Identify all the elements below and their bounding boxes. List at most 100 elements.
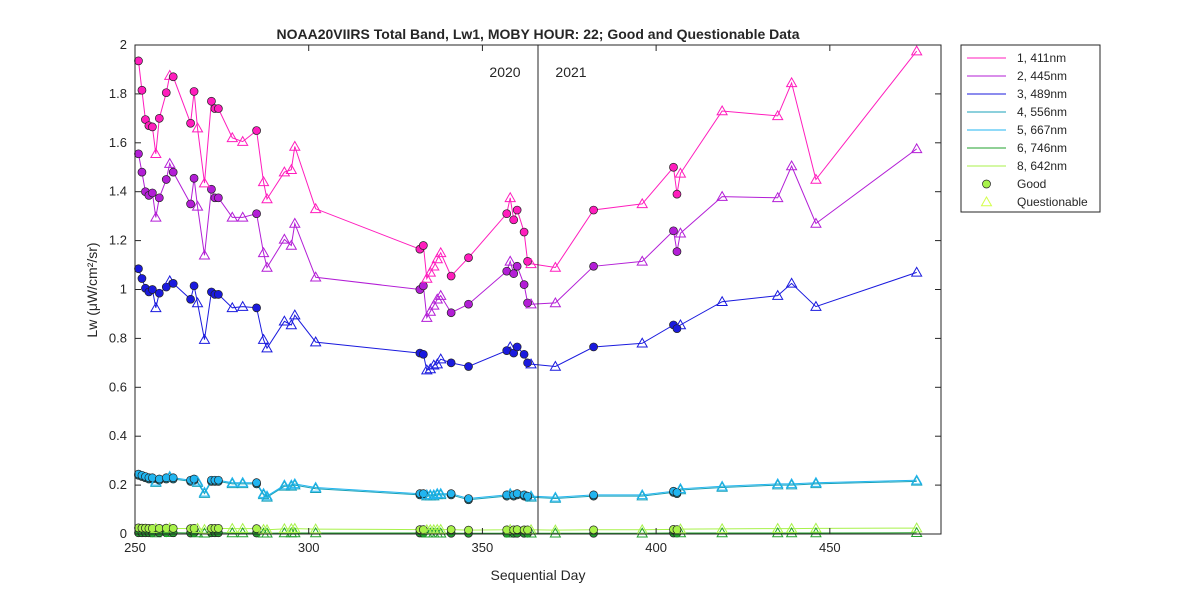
data-point-questionable	[226, 477, 239, 489]
data-point-questionable	[261, 491, 273, 502]
data-point-questionable	[226, 476, 239, 487]
data-point-questionable	[525, 490, 537, 501]
data-point-questionable	[191, 475, 204, 486]
data-point-questionable	[226, 211, 239, 222]
data-point-good	[134, 264, 143, 274]
data-point-good	[464, 494, 473, 503]
data-point-questionable	[236, 477, 249, 489]
data-point-questionable	[420, 364, 433, 375]
data-point-questionable	[198, 487, 211, 498]
data-point-good	[189, 281, 199, 291]
data-point-questionable	[771, 191, 784, 203]
data-point-questionable	[716, 105, 728, 116]
data-point-questionable	[288, 309, 301, 320]
data-point-questionable	[309, 481, 322, 492]
y-tick-label: 1.6	[109, 135, 127, 150]
data-point-good	[672, 247, 682, 256]
legend-label: Good	[1017, 177, 1046, 191]
legend-marker-good	[982, 179, 991, 189]
y-tick-label: 1.8	[109, 86, 127, 101]
data-point-good	[168, 72, 178, 82]
legend-label: 6, 746nm	[1017, 141, 1067, 155]
data-point-good	[464, 362, 473, 371]
y-tick-label: 1	[120, 282, 127, 297]
year-label-left: 2020	[489, 64, 520, 80]
y-tick-label: 1.4	[109, 184, 127, 199]
data-point-good	[589, 342, 598, 352]
data-point-questionable	[278, 522, 291, 534]
data-point-questionable	[785, 160, 798, 171]
data-point-questionable	[226, 301, 239, 313]
y-tick-label: 0.2	[109, 477, 127, 492]
data-point-questionable	[636, 527, 649, 538]
data-point-questionable	[525, 257, 537, 269]
data-point-questionable	[420, 272, 433, 283]
data-point-questionable	[434, 488, 447, 500]
data-point-good	[161, 88, 171, 98]
data-point-questionable	[549, 296, 562, 308]
data-point-good	[186, 118, 195, 128]
data-point-questionable	[288, 522, 301, 533]
data-point-questionable	[427, 299, 440, 310]
data-point-questionable	[285, 163, 298, 174]
data-point-good	[214, 475, 223, 485]
data-point-questionable	[285, 479, 298, 490]
data-point-good	[519, 280, 529, 289]
data-point-questionable	[810, 522, 822, 533]
legend-marker-questionable	[980, 195, 993, 207]
data-point-questionable	[278, 479, 291, 490]
data-point-questionable	[191, 522, 204, 533]
data-point-questionable	[309, 271, 322, 282]
data-point-questionable	[198, 249, 211, 260]
data-point-questionable	[427, 488, 440, 500]
data-point-good	[148, 122, 157, 132]
y-tick-label: 0	[120, 526, 127, 541]
data-point-questionable	[910, 45, 923, 56]
y-tick-label: 0.8	[109, 330, 127, 345]
data-point-good	[446, 271, 456, 281]
data-point-questionable	[257, 333, 270, 344]
data-point-questionable	[309, 336, 322, 347]
data-point-good	[419, 281, 428, 291]
data-point-good	[589, 490, 598, 500]
data-point-good	[252, 126, 261, 135]
chart-title: NOAA20VIIRS Total Band, Lw1, MOBY HOUR: …	[277, 26, 800, 42]
data-point-good	[464, 253, 473, 263]
data-point-questionable	[434, 246, 447, 258]
data-point-questionable	[309, 482, 322, 494]
data-point-good	[252, 478, 261, 488]
data-point-good	[502, 209, 512, 219]
data-point-questionable	[674, 523, 687, 534]
y-tick-label: 0.4	[109, 428, 127, 443]
y-tick-label: 1.2	[109, 233, 127, 248]
x-axis-label: Sequential Day	[491, 567, 586, 583]
data-point-questionable	[434, 289, 447, 300]
legend-label: 1, 411nm	[1017, 51, 1066, 65]
data-point-good	[134, 56, 143, 66]
data-point-questionable	[771, 109, 784, 121]
data-point-questionable	[427, 359, 440, 370]
data-point-questionable	[309, 523, 322, 534]
data-point-good	[512, 342, 522, 352]
data-point-good	[148, 285, 157, 294]
data-point-good	[161, 175, 171, 184]
data-point-good	[589, 525, 598, 535]
data-point-questionable	[549, 491, 562, 502]
data-point-good	[168, 473, 178, 483]
data-point-good	[214, 524, 223, 533]
data-point-good	[252, 303, 261, 313]
data-point-questionable	[278, 233, 291, 244]
data-point-questionable	[636, 337, 649, 348]
legend: 1, 411nm 2, 445nm 3, 489nm 4, 556nm 5, 667nm…	[960, 44, 1101, 213]
data-point-good	[168, 167, 178, 177]
data-point-questionable	[424, 305, 437, 316]
data-point-questionable	[549, 527, 562, 538]
data-point-questionable	[236, 135, 249, 146]
data-point-good	[523, 491, 532, 501]
data-point-questionable	[285, 239, 298, 250]
data-point-good	[519, 227, 529, 237]
data-point-questionable	[910, 474, 923, 485]
data-point-questionable	[261, 490, 273, 501]
